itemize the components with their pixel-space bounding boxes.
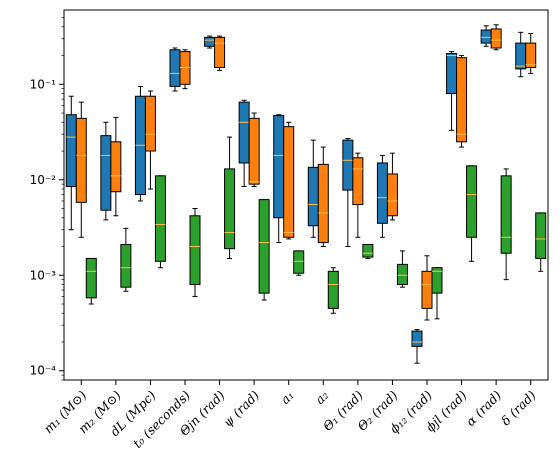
box-body <box>144 95 156 152</box>
box-green <box>500 168 512 281</box>
box-body <box>327 270 339 309</box>
box-orange <box>75 101 87 238</box>
x-tick-label: α (rad) <box>463 387 505 429</box>
box-body <box>317 163 329 244</box>
box-body <box>65 114 77 188</box>
boxes-layer <box>65 24 547 364</box>
box-body <box>293 250 305 274</box>
box-green <box>362 243 374 259</box>
box-body <box>421 270 433 309</box>
box-blue <box>204 35 216 49</box>
box-body <box>154 175 166 262</box>
box-body <box>120 243 132 288</box>
box-blue <box>342 138 354 248</box>
box-green <box>327 267 339 314</box>
x-axis: m₁ (M⊙)m₂ (M⊙)dL (Mpc)t₀ (seconds)Θjn (r… <box>41 380 539 451</box>
box-body <box>431 267 443 294</box>
box-body <box>342 139 354 191</box>
box-body <box>283 126 295 238</box>
box-green <box>85 257 97 305</box>
box-green <box>258 199 270 301</box>
box-green <box>466 165 478 262</box>
box-body <box>386 173 398 217</box>
box-body <box>376 162 388 224</box>
box-orange <box>144 90 156 190</box>
box-body <box>189 215 201 286</box>
box-green <box>431 267 443 320</box>
box-body <box>362 243 374 258</box>
box-orange <box>179 49 191 90</box>
box-green <box>189 208 201 297</box>
box-orange <box>352 152 364 238</box>
box-blue <box>169 47 181 92</box>
y-tick-label: 10⁻⁴ <box>30 364 57 378</box>
x-tick-label: a₁ <box>277 388 296 407</box>
box-body <box>411 330 423 347</box>
box-green <box>293 250 305 276</box>
box-body <box>307 166 319 227</box>
box-body <box>169 49 181 87</box>
box-body <box>352 157 364 206</box>
box-body <box>446 53 458 95</box>
y-tick-label: 10⁻¹ <box>30 77 57 91</box>
box-orange <box>214 35 226 71</box>
box-green <box>396 250 408 288</box>
box-orange <box>490 24 502 51</box>
box-body <box>480 29 492 44</box>
box-body <box>466 165 478 238</box>
x-tick-label: a₂ <box>312 388 331 407</box>
box-body <box>258 199 270 294</box>
box-green <box>535 212 547 272</box>
box-blue <box>100 121 112 221</box>
x-tick-label: ψ (rad) <box>220 387 262 429</box>
box-blue <box>515 31 527 78</box>
box-green <box>120 227 132 292</box>
box-body <box>273 115 285 219</box>
box-body <box>75 117 87 203</box>
box-blue <box>134 85 146 202</box>
box-body <box>515 42 527 70</box>
box-green <box>224 136 236 259</box>
box-body <box>100 135 112 211</box>
box-body <box>500 175 512 254</box>
box-body <box>535 212 547 259</box>
box-body <box>204 36 216 47</box>
plot-frame <box>63 9 549 381</box>
box-body <box>214 36 226 68</box>
box-orange <box>456 55 468 148</box>
box-body <box>110 141 122 193</box>
box-orange <box>525 33 537 74</box>
y-axis: 10⁻⁴ 10⁻³ 10⁻² 10⁻¹ <box>30 17 64 381</box>
y-tick-label: 10⁻² <box>30 173 57 187</box>
box-body <box>525 42 537 68</box>
box-body <box>224 168 236 250</box>
box-orange <box>110 116 122 217</box>
box-orange <box>283 121 295 240</box>
x-tick-label: δ (rad) <box>498 387 539 428</box>
box-blue <box>376 154 388 238</box>
box-body <box>456 57 468 143</box>
box-body <box>85 257 97 299</box>
box-body <box>490 28 502 49</box>
y-tick-label: 10⁻³ <box>30 268 57 282</box>
box-orange <box>317 146 329 248</box>
box-orange <box>386 152 398 221</box>
box-blue <box>411 329 423 364</box>
box-body <box>248 117 260 185</box>
box-body <box>396 263 408 286</box>
box-body <box>238 101 250 164</box>
box-orange <box>248 112 260 188</box>
box-green <box>154 175 166 269</box>
